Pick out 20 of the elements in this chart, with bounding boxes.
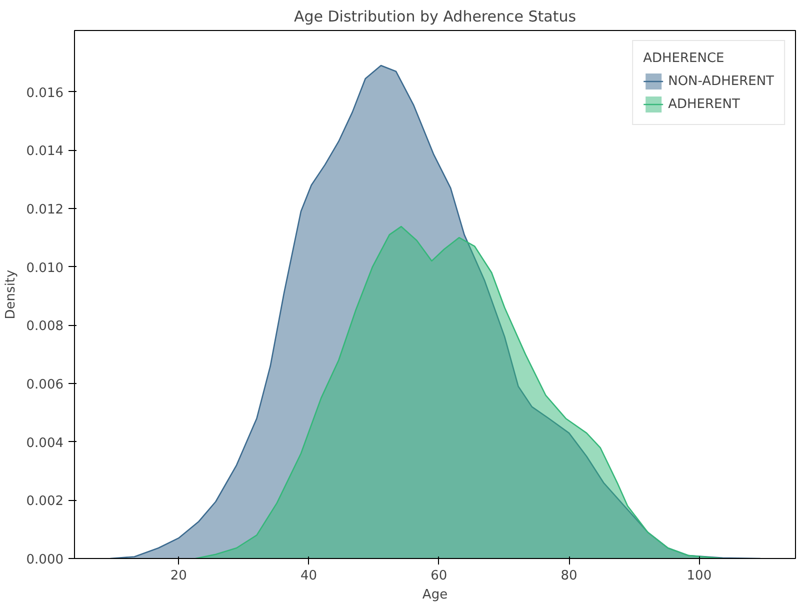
x-tick-label: 80 — [560, 568, 578, 584]
y-tick-label: 0.002 — [26, 494, 64, 510]
x-axis-title: Age — [422, 588, 448, 602]
legend-label: ADHERENT — [668, 96, 740, 112]
y-tick-label: 0.004 — [26, 436, 64, 451]
y-axis-title: Density — [3, 269, 18, 320]
legend-title: ADHERENCE — [643, 51, 726, 66]
y-tick-label: 0.012 — [26, 202, 64, 218]
y-tick-label: 0.006 — [26, 377, 64, 392]
legend-label: NON-ADHERENT — [668, 74, 774, 88]
x-tick-label: 100 — [686, 568, 712, 584]
chart-title: Age Distribution by Adherence Status — [294, 8, 576, 26]
y-tick-label: 0.016 — [26, 86, 64, 101]
x-tick-label: 40 — [300, 568, 318, 584]
x-tick-label: 20 — [170, 568, 187, 584]
y-tick-label: 0.010 — [26, 260, 64, 276]
y-tick-label: 0.000 — [26, 552, 64, 568]
y-tick-label: 0.008 — [26, 319, 64, 334]
x-tick-label: 60 — [430, 568, 448, 584]
y-tick-label: 0.014 — [26, 144, 64, 160]
